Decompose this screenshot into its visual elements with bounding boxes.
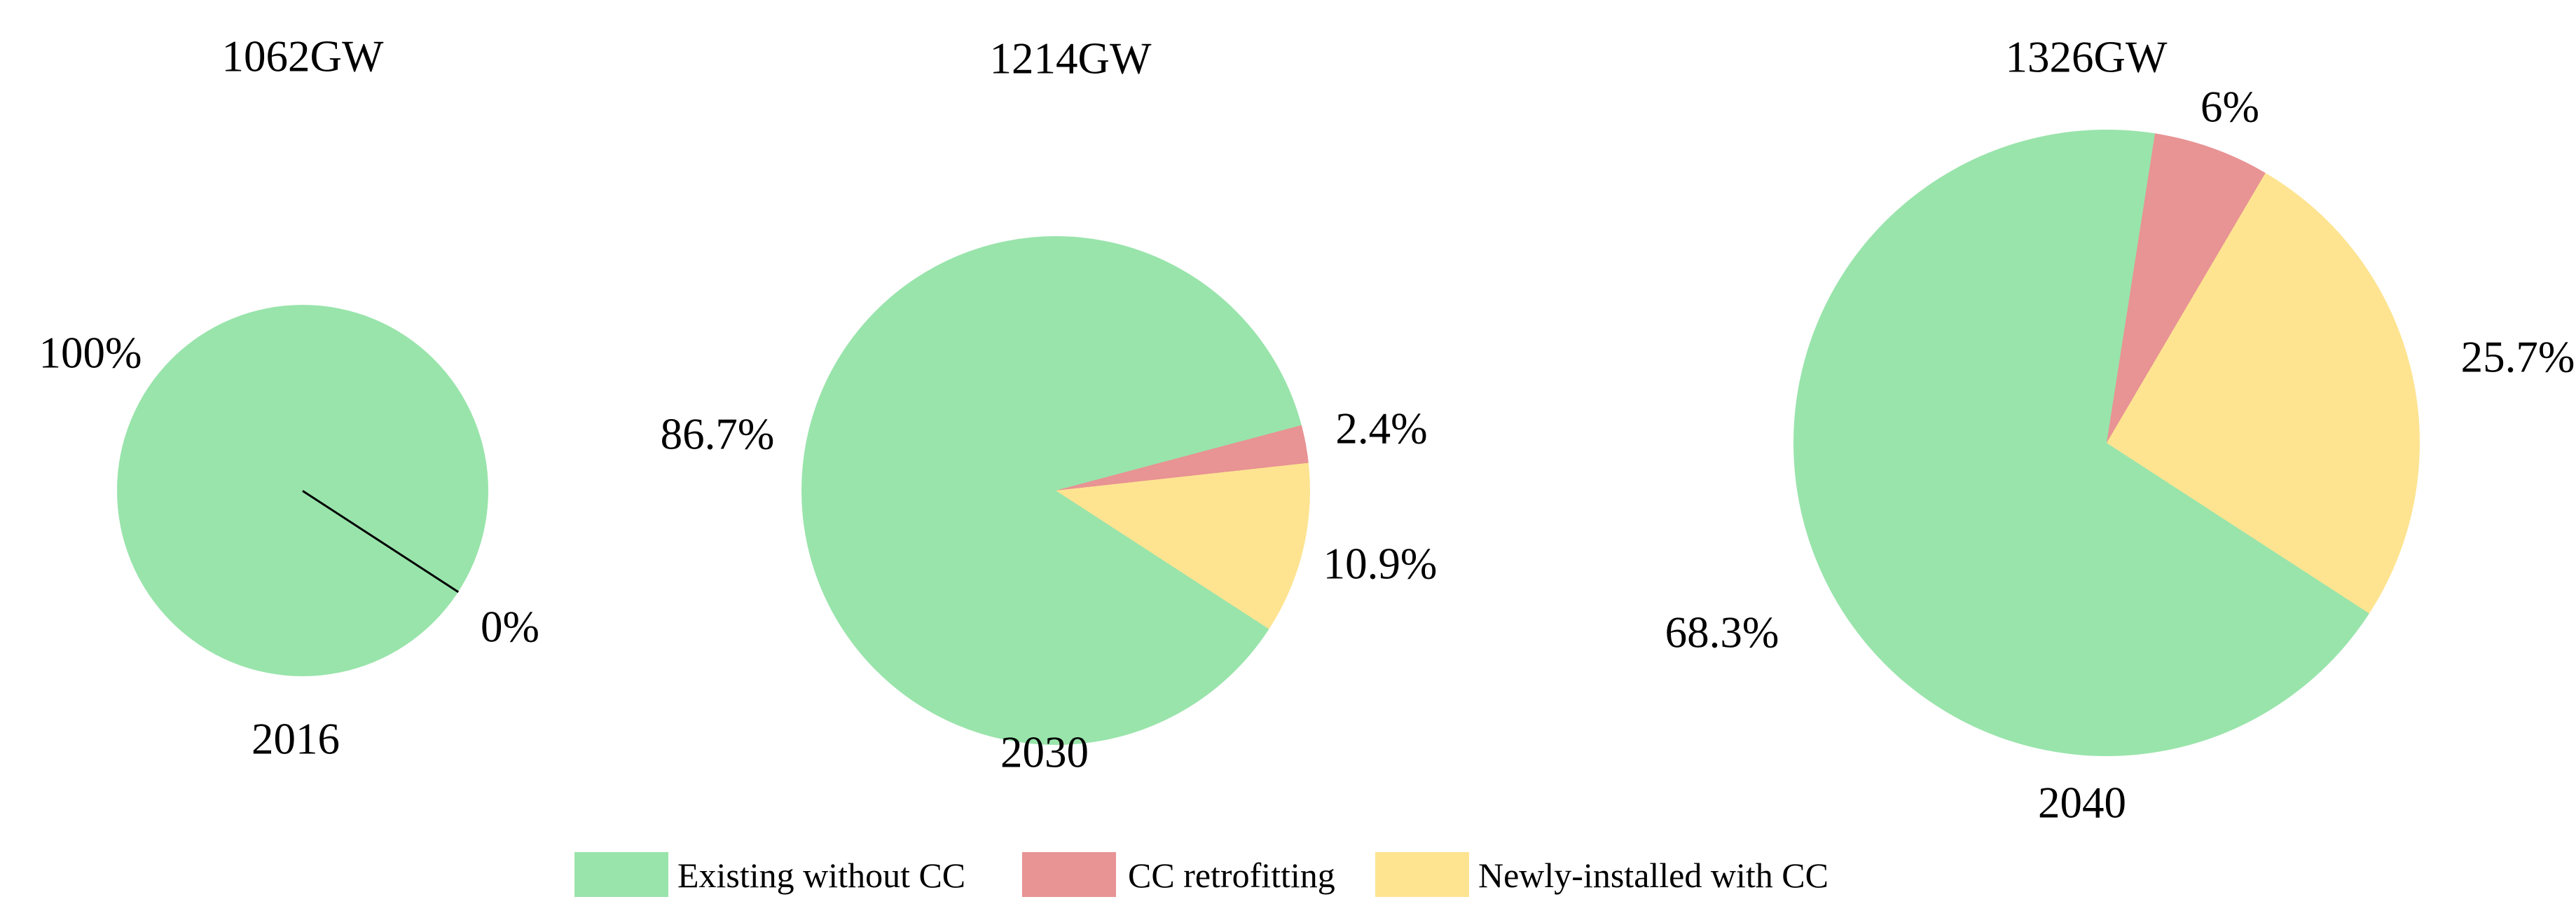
pie-2040-year-label: 2040 (2038, 778, 2126, 828)
legend-swatch-newly (1375, 852, 1469, 897)
pie-2030-label-retrofit: 2.4% (1335, 404, 1428, 453)
pie-2040-circle (1793, 130, 2420, 756)
legend-label-retrofit: CC retrofitting (1128, 856, 1335, 895)
pie-2040-label-existing: 68.3% (1665, 608, 1779, 657)
legend-label-existing: Existing without CC (677, 856, 966, 895)
pie-2030-circle (801, 236, 1310, 745)
legend-swatch-retrofit (1022, 852, 1116, 897)
pie-2040-label-retrofit: 6% (2200, 82, 2259, 132)
legend-swatch-existing (574, 852, 668, 897)
pie-2040-label-newly: 25.7% (2460, 332, 2575, 382)
pie-2030-total-label: 1214GW (989, 34, 1152, 83)
pie-2030-label-newly: 10.9% (1323, 539, 1438, 589)
pie-2016-label-existing: 100% (39, 328, 142, 378)
pie-2016-label-zero: 0% (481, 602, 539, 652)
pie-2030-year-label: 2030 (1000, 727, 1089, 777)
pie-2040-total-label: 1326GW (2005, 32, 2168, 82)
pie-2016-total-label: 1062GW (221, 32, 384, 81)
legend-label-newly: Newly-installed with CC (1478, 856, 1828, 895)
pie-2030-label-existing: 86.7% (660, 409, 775, 459)
pie-2016-year-label: 2016 (252, 714, 340, 764)
